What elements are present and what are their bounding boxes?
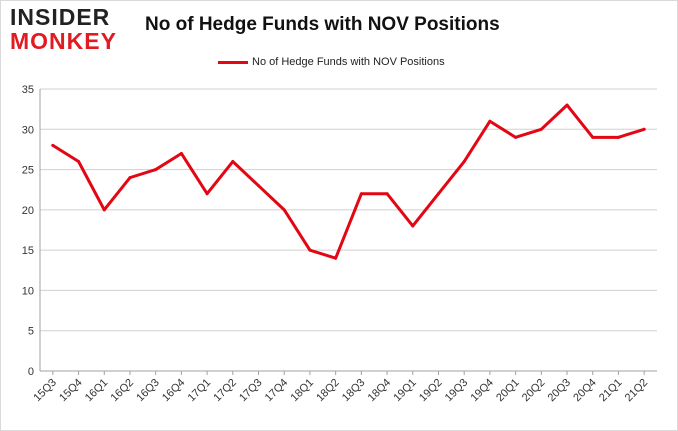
data-point bbox=[308, 248, 312, 252]
data-point bbox=[616, 135, 620, 139]
data-point bbox=[334, 256, 338, 260]
data-point bbox=[128, 176, 132, 180]
y-tick-label: 15 bbox=[22, 245, 34, 257]
data-point bbox=[102, 208, 106, 212]
x-tick-label: 20Q4 bbox=[571, 377, 599, 405]
y-tick-label: 20 bbox=[22, 205, 34, 217]
insider-monkey-logo: INSIDER MONKEY bbox=[10, 6, 128, 54]
x-tick-label: 18Q4 bbox=[366, 377, 394, 405]
x-tick-label: 20Q3 bbox=[546, 377, 574, 405]
data-point bbox=[411, 224, 415, 228]
x-tick-label: 16Q2 bbox=[109, 377, 137, 405]
x-tick-label: 19Q4 bbox=[468, 377, 496, 405]
x-tick-label: 18Q3 bbox=[340, 377, 368, 405]
data-point bbox=[539, 127, 543, 131]
data-point bbox=[205, 192, 209, 196]
data-point bbox=[154, 168, 158, 172]
y-tick-label: 30 bbox=[22, 124, 34, 136]
x-tick-label: 20Q2 bbox=[520, 377, 548, 405]
x-tick-label: 17Q3 bbox=[237, 377, 265, 405]
data-point bbox=[359, 192, 363, 196]
series-line bbox=[51, 103, 646, 260]
data-point bbox=[77, 160, 81, 164]
data-point bbox=[231, 160, 235, 164]
x-tick-label: 17Q1 bbox=[186, 377, 214, 405]
logo-line-1: INSIDER bbox=[10, 4, 111, 30]
data-point bbox=[179, 151, 183, 155]
y-tick-label: 5 bbox=[28, 326, 34, 338]
data-point bbox=[282, 208, 286, 212]
chart-title: No of Hedge Funds with NOV Positions bbox=[145, 14, 500, 35]
chart-legend: No of Hedge Funds with NOV Positions bbox=[218, 54, 445, 70]
x-tick-label: 19Q1 bbox=[391, 377, 419, 405]
data-point bbox=[385, 192, 389, 196]
y-tick-label: 35 bbox=[22, 84, 34, 96]
data-point bbox=[462, 160, 466, 164]
x-tick-label: 19Q2 bbox=[417, 377, 445, 405]
x-tick-label: 20Q1 bbox=[494, 377, 522, 405]
x-tick-label: 19Q3 bbox=[443, 377, 471, 405]
data-point bbox=[565, 103, 569, 107]
x-tick-label: 18Q2 bbox=[314, 377, 342, 405]
x-tick-label: 16Q3 bbox=[134, 377, 162, 405]
legend-label: No of Hedge Funds with NOV Positions bbox=[252, 56, 445, 68]
y-tick-label: 10 bbox=[22, 285, 34, 297]
x-tick-label: 17Q4 bbox=[263, 377, 291, 405]
data-point bbox=[488, 119, 492, 123]
x-tick-label: 21Q2 bbox=[623, 377, 651, 405]
data-point bbox=[514, 135, 518, 139]
data-point bbox=[591, 135, 595, 139]
x-tick-label: 18Q1 bbox=[289, 377, 317, 405]
logo-line-2: MONKEY bbox=[10, 28, 117, 54]
x-tick-label: 16Q4 bbox=[160, 377, 188, 405]
legend-line-swatch bbox=[218, 60, 248, 64]
data-point bbox=[642, 127, 646, 131]
data-point bbox=[436, 192, 440, 196]
x-tick-label: 15Q4 bbox=[57, 377, 85, 405]
data-point bbox=[51, 143, 55, 147]
x-tick-label: 15Q3 bbox=[31, 377, 59, 405]
x-tick-label: 17Q2 bbox=[211, 377, 239, 405]
data-point bbox=[257, 184, 261, 188]
y-tick-label: 0 bbox=[28, 366, 34, 378]
y-tick-label: 25 bbox=[22, 165, 34, 177]
x-tick-label: 16Q1 bbox=[83, 377, 111, 405]
x-tick-label: 21Q1 bbox=[597, 377, 625, 405]
